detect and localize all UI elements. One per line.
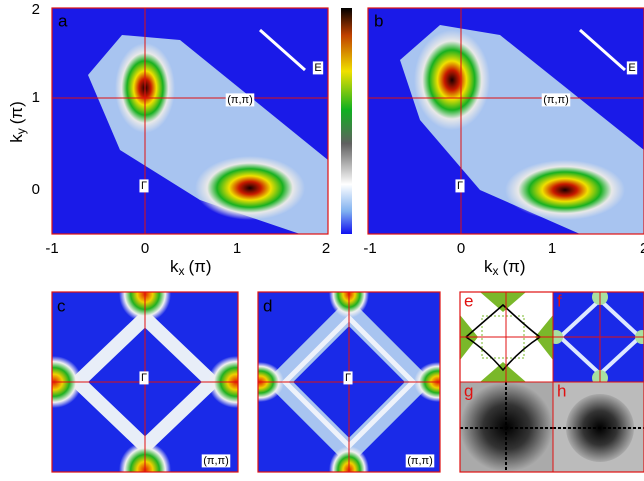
frame — [257, 291, 441, 473]
map-h — [553, 382, 644, 472]
label-box — [455, 179, 465, 193]
label-box — [343, 371, 353, 385]
gamma-label: Γ — [141, 372, 147, 384]
frame — [51, 7, 329, 235]
colorbar — [341, 8, 352, 234]
map-g — [460, 382, 553, 472]
label-box — [626, 61, 638, 75]
label-box — [225, 93, 255, 107]
pi-pi-label: (π,π) — [227, 94, 253, 106]
panel-letter: d — [263, 296, 272, 315]
gamma-label: Γ — [457, 180, 463, 192]
pi-pi-label: (π,π) — [407, 455, 433, 467]
gamma-label: Γ — [141, 180, 147, 192]
map-b — [368, 8, 644, 234]
x-tick-label: 1 — [233, 240, 241, 257]
y-tick-label: 1 — [32, 89, 40, 106]
y-axis-label: ky(π) — [7, 101, 28, 143]
label-box — [201, 454, 231, 468]
frame — [51, 291, 239, 473]
label-box — [139, 371, 149, 385]
label-box — [312, 61, 324, 75]
x-tick-label: 0 — [457, 240, 465, 257]
map-a — [52, 8, 328, 234]
pi-pi-label: (π,π) — [543, 94, 569, 106]
x-tick-label: 2 — [640, 240, 644, 257]
frame — [367, 7, 644, 235]
energy-label: E — [314, 62, 321, 74]
x-axis-label: kx (π) — [170, 257, 212, 278]
pi-pi-label: (π,π) — [203, 455, 229, 467]
y-tick-label: 2 — [32, 1, 40, 18]
gamma-label: Γ — [345, 372, 351, 384]
x-tick-label: 0 — [141, 240, 149, 257]
label-box — [405, 454, 435, 468]
energy-label: E — [628, 62, 635, 74]
x-axis-label: kx (π) — [484, 257, 526, 278]
map-f — [553, 292, 644, 382]
label-box — [139, 179, 149, 193]
x-tick-label: -1 — [45, 240, 58, 257]
panel-letter: a — [58, 11, 68, 30]
y-tick-label: 0 — [32, 181, 40, 198]
x-tick-label: 2 — [322, 240, 330, 257]
panel-letter: b — [374, 11, 383, 30]
panel-letter: f — [557, 291, 562, 310]
panel-letter: h — [557, 381, 566, 400]
panel-letter: c — [57, 296, 66, 315]
panel-letter: g — [464, 381, 473, 400]
label-box — [541, 93, 571, 107]
panel-letter: e — [464, 291, 473, 310]
map-e — [460, 292, 553, 382]
x-tick-label: -1 — [363, 240, 376, 257]
x-tick-label: 1 — [548, 240, 556, 257]
